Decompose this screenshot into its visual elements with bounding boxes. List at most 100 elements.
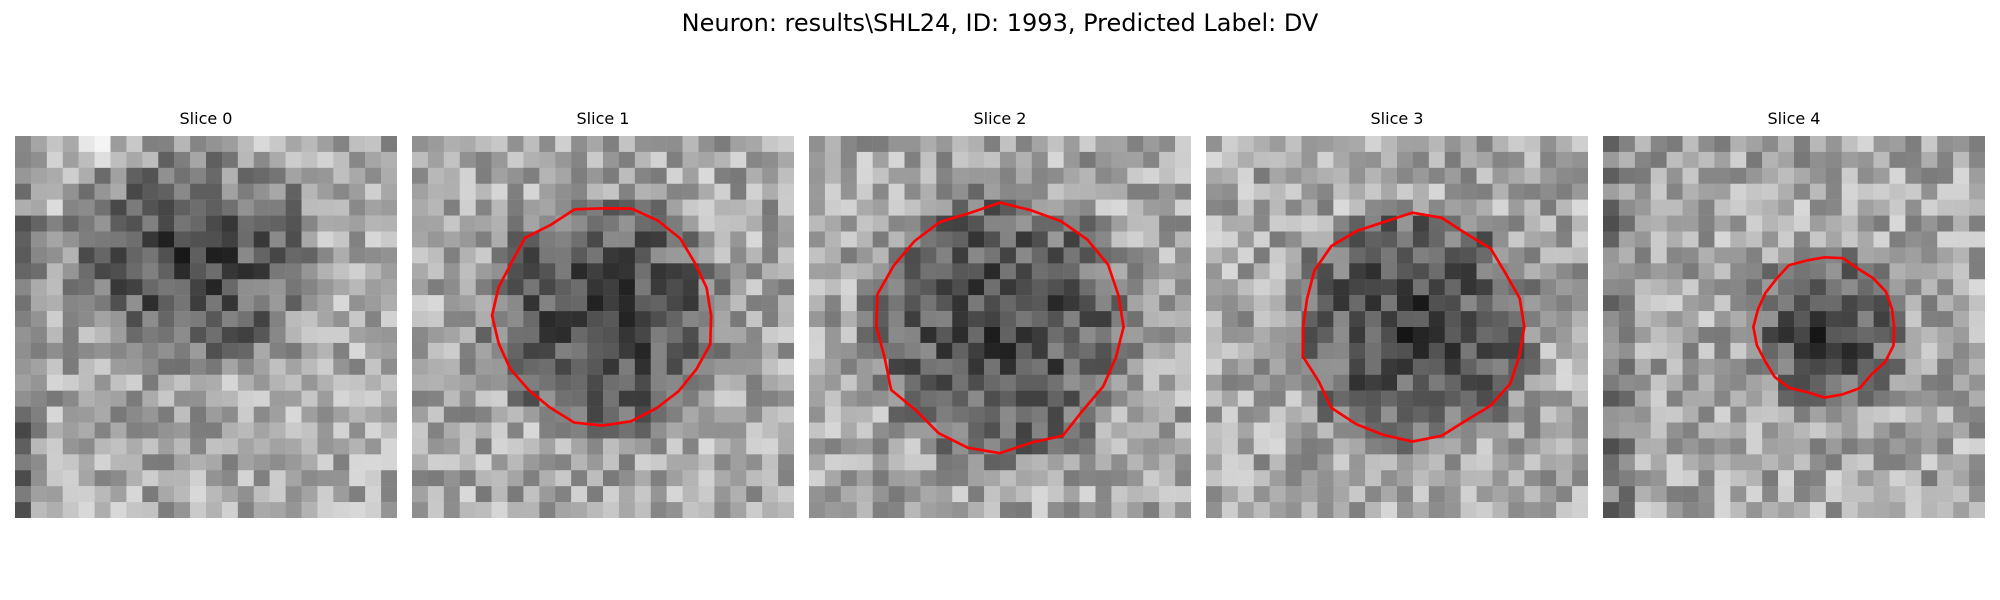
- image-pixel: [1572, 136, 1588, 153]
- image-pixel: [349, 279, 366, 296]
- image-pixel: [1825, 438, 1842, 455]
- image-pixel: [285, 406, 302, 423]
- image-pixel: [1953, 422, 1970, 439]
- image-pixel: [714, 136, 731, 153]
- image-pixel: [301, 279, 318, 296]
- image-pixel: [634, 422, 651, 439]
- image-pixel: [1889, 215, 1906, 232]
- image-pixel: [603, 358, 620, 375]
- image-pixel: [1666, 263, 1683, 280]
- image-pixel: [475, 470, 492, 487]
- image-pixel: [30, 183, 48, 200]
- image-pixel: [1857, 342, 1874, 360]
- image-pixel: [1111, 470, 1128, 487]
- image-pixel: [1524, 502, 1541, 518]
- image-pixel: [1349, 454, 1366, 471]
- image-pixel: [459, 263, 476, 280]
- image-pixel: [427, 422, 445, 439]
- image-pixel: [1206, 167, 1223, 184]
- image-pixel: [1809, 136, 1827, 153]
- image-pixel: [698, 438, 715, 455]
- image-pixel: [221, 279, 239, 296]
- image-pixel: [888, 247, 905, 264]
- image-pixel: [1857, 454, 1874, 471]
- image-pixel: [62, 454, 79, 471]
- image-pixel: [1618, 438, 1636, 455]
- image-pixel: [1921, 295, 1938, 312]
- image-pixel: [158, 454, 175, 471]
- image-pixel: [1206, 390, 1223, 407]
- image-pixel: [1969, 470, 1985, 487]
- image-pixel: [809, 183, 826, 200]
- image-pixel: [555, 454, 572, 471]
- image-pixel: [174, 422, 191, 439]
- image-pixel: [1143, 247, 1160, 264]
- image-pixel: [1412, 199, 1430, 216]
- image-pixel: [1111, 231, 1128, 248]
- image-pixel: [94, 438, 111, 455]
- image-pixel: [1603, 470, 1620, 487]
- image-pixel: [30, 136, 48, 153]
- image-pixel: [809, 470, 826, 487]
- image-pixel: [587, 167, 604, 184]
- image-pixel: [904, 374, 921, 391]
- image-pixel: [507, 151, 524, 169]
- image-pixel: [1349, 358, 1366, 375]
- image-pixel: [1873, 327, 1890, 344]
- image-pixel: [1269, 502, 1286, 518]
- image-pixel: [158, 406, 175, 423]
- image-pixel: [475, 374, 492, 391]
- image-pixel: [1047, 263, 1064, 280]
- image-pixel: [1698, 295, 1715, 312]
- image-pixel: [1794, 263, 1811, 280]
- image-pixel: [1492, 263, 1509, 280]
- image-pixel: [1095, 358, 1112, 375]
- image-pixel: [1317, 342, 1334, 360]
- image-pixel: [523, 247, 540, 264]
- image-pixel: [1000, 374, 1017, 391]
- image-pixel: [94, 136, 111, 153]
- image-pixel: [1618, 136, 1636, 153]
- image-pixel: [1460, 374, 1477, 391]
- image-pixel: [587, 311, 604, 328]
- image-pixel: [1143, 390, 1160, 407]
- image-pixel: [317, 342, 334, 360]
- image-pixel: [110, 247, 127, 264]
- image-pixel: [206, 470, 223, 487]
- image-pixel: [365, 295, 382, 312]
- image-pixel: [809, 151, 826, 169]
- image-pixel: [587, 454, 604, 471]
- image-pixel: [571, 470, 588, 487]
- image-pixel: [427, 311, 445, 328]
- image-pixel: [221, 263, 239, 280]
- image-pixel: [1618, 454, 1636, 471]
- image-pixel: [1412, 215, 1430, 232]
- image-pixel: [1937, 295, 1954, 312]
- image-pixel: [206, 247, 223, 264]
- image-pixel: [1825, 279, 1842, 296]
- image-pixel: [142, 502, 159, 518]
- image-pixel: [1794, 136, 1811, 153]
- image-pixel: [1762, 502, 1779, 518]
- image-pixel: [1618, 406, 1636, 423]
- image-pixel: [1889, 358, 1906, 375]
- image-pixel: [587, 279, 604, 296]
- image-pixel: [221, 311, 239, 328]
- image-pixel: [762, 183, 779, 200]
- image-pixel: [1746, 136, 1763, 153]
- image-pixel: [1746, 247, 1763, 264]
- image-pixel: [1428, 470, 1445, 487]
- image-pixel: [1206, 502, 1223, 518]
- image-pixel: [1572, 295, 1588, 312]
- image-pixel: [587, 358, 604, 375]
- image-pixel: [1666, 454, 1683, 471]
- image-pixel: [968, 231, 985, 248]
- image-pixel: [936, 358, 953, 375]
- image-pixel: [1365, 358, 1382, 375]
- image-pixel: [666, 454, 683, 471]
- image-pixel: [856, 374, 873, 391]
- image-pixel: [1524, 263, 1541, 280]
- image-pixel: [491, 486, 508, 503]
- image-pixel: [78, 279, 95, 296]
- slice-panel-0: Slice 0: [15, 108, 397, 518]
